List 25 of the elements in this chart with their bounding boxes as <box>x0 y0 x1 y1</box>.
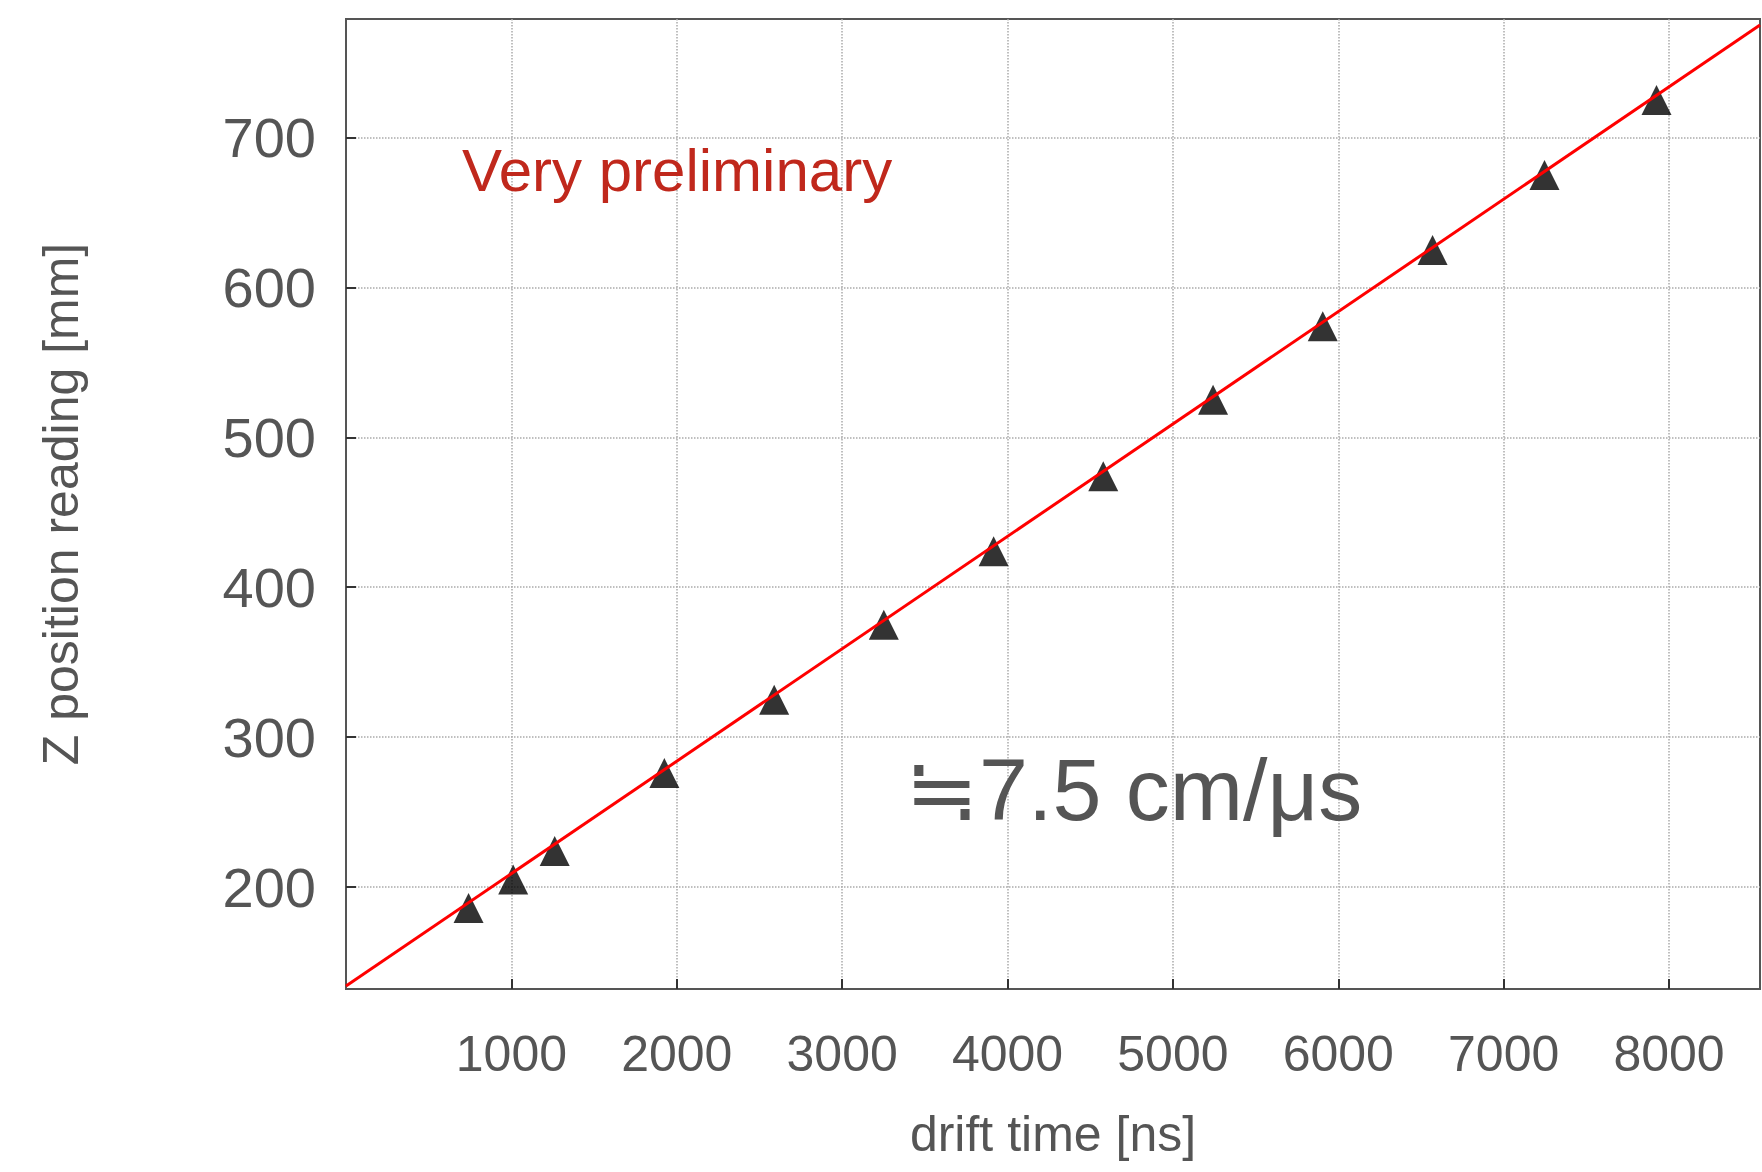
annotation: ≒7.5 cm/μs <box>905 739 1363 839</box>
x-tick-label: 1000 <box>455 1026 567 1082</box>
x-tick-label: 4000 <box>951 1026 1064 1082</box>
x-tick-label: 2000 <box>621 1026 733 1082</box>
x-tick-label: 8000 <box>1613 1026 1725 1082</box>
annotation: Very preliminary <box>462 136 893 204</box>
point <box>539 836 570 867</box>
y-tick-label: 600 <box>222 255 316 319</box>
point <box>498 864 529 895</box>
y-tick-label: 500 <box>222 405 316 469</box>
y-tick-label: 700 <box>222 105 316 169</box>
x-axis-title: drift time [ns] <box>909 1106 1197 1162</box>
y-tick-label: 300 <box>222 705 316 769</box>
y-tick-label: 200 <box>222 855 316 919</box>
point <box>978 536 1009 567</box>
y-axis-title: Z position reading [mm] <box>33 242 89 766</box>
point <box>1641 84 1672 115</box>
point <box>868 609 899 640</box>
point <box>453 893 484 924</box>
x-tick-label: 3000 <box>786 1026 898 1082</box>
x-tick-label: 5000 <box>1117 1026 1229 1082</box>
y-tick-label: 400 <box>222 555 316 619</box>
x-tick-label: 7000 <box>1448 1026 1560 1082</box>
x-tick-label: 6000 <box>1282 1026 1394 1082</box>
point <box>759 684 790 715</box>
